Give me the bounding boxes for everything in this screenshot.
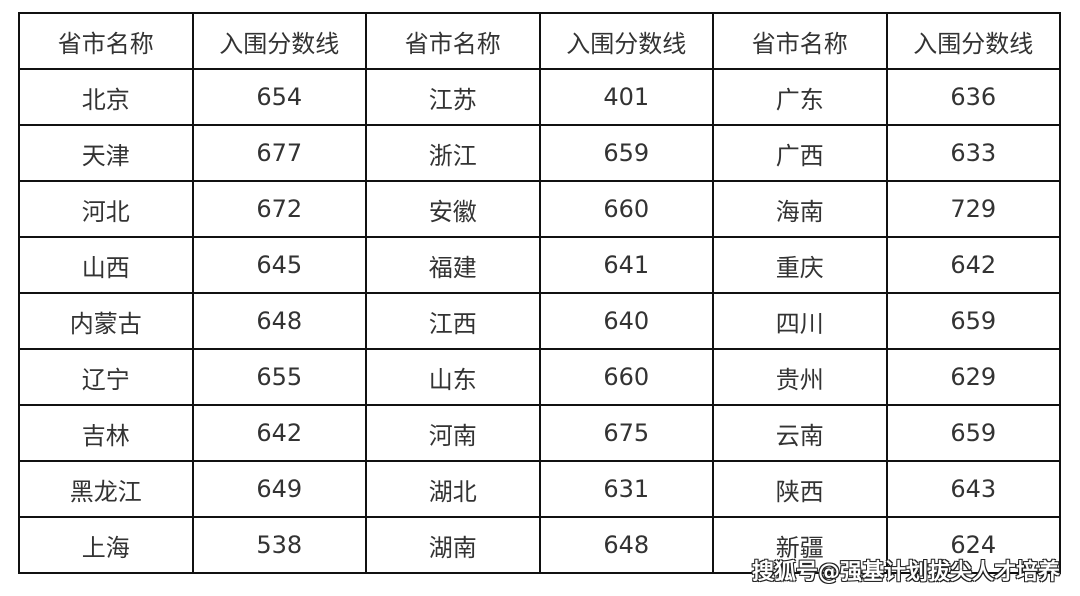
province-cell: 山东 xyxy=(365,348,541,406)
score-cell: 636 xyxy=(885,68,1061,126)
province-cell: 浙江 xyxy=(365,124,541,182)
score-cell: 648 xyxy=(538,516,714,574)
score-cell: 645 xyxy=(191,236,367,294)
table-row: 天津 677 浙江 659 广西 633 xyxy=(18,124,1061,182)
score-cell: 649 xyxy=(191,460,367,518)
score-cell: 629 xyxy=(885,348,1061,406)
score-cell: 677 xyxy=(191,124,367,182)
table-row: 吉林 642 河南 675 云南 659 xyxy=(18,404,1061,462)
score-cell: 640 xyxy=(538,292,714,350)
score-cell: 641 xyxy=(538,236,714,294)
score-cell: 655 xyxy=(191,348,367,406)
header-province: 省市名称 xyxy=(712,12,888,70)
table-row: 辽宁 655 山东 660 贵州 629 xyxy=(18,348,1061,406)
score-cell: 642 xyxy=(885,236,1061,294)
province-cell: 海南 xyxy=(712,180,888,238)
province-cell: 福建 xyxy=(365,236,541,294)
score-cell: 401 xyxy=(538,68,714,126)
score-cell: 643 xyxy=(885,460,1061,518)
header-province: 省市名称 xyxy=(365,12,541,70)
province-cell: 湖北 xyxy=(365,460,541,518)
score-cell: 642 xyxy=(191,404,367,462)
province-cell: 陕西 xyxy=(712,460,888,518)
province-cell: 安徽 xyxy=(365,180,541,238)
province-cell: 河北 xyxy=(18,180,194,238)
score-cell: 660 xyxy=(538,348,714,406)
score-cell: 659 xyxy=(885,292,1061,350)
score-cell: 624 xyxy=(885,516,1061,574)
province-cell: 天津 xyxy=(18,124,194,182)
score-cell: 633 xyxy=(885,124,1061,182)
province-cell: 云南 xyxy=(712,404,888,462)
province-cell: 内蒙古 xyxy=(18,292,194,350)
score-cell: 538 xyxy=(191,516,367,574)
province-cell: 重庆 xyxy=(712,236,888,294)
province-cell: 江苏 xyxy=(365,68,541,126)
header-province: 省市名称 xyxy=(18,12,194,70)
header-score: 入围分数线 xyxy=(538,12,714,70)
province-cell: 河南 xyxy=(365,404,541,462)
score-cell: 729 xyxy=(885,180,1061,238)
score-cell: 672 xyxy=(191,180,367,238)
province-cell: 广西 xyxy=(712,124,888,182)
score-cell: 648 xyxy=(191,292,367,350)
province-cell: 上海 xyxy=(18,516,194,574)
table-row: 内蒙古 648 江西 640 四川 659 xyxy=(18,292,1061,350)
table-body: 北京 654 江苏 401 广东 636 天津 677 浙江 659 广西 633 河北 672 安徽 660… xyxy=(18,68,1061,574)
table-row: 河北 672 安徽 660 海南 729 xyxy=(18,180,1061,238)
watermark: 搜狐号@强基计划拔尖人才培养 xyxy=(751,560,1060,585)
score-cell: 675 xyxy=(538,404,714,462)
score-cell: 659 xyxy=(885,404,1061,462)
header-score: 入围分数线 xyxy=(885,12,1061,70)
score-table: 省市名称 入围分数线 省市名称 入围分数线 省市名称 入围分数线 北京 654 江苏 401 广东… xyxy=(18,12,1061,574)
score-cell: 660 xyxy=(538,180,714,238)
province-cell: 辽宁 xyxy=(18,348,194,406)
province-cell: 江西 xyxy=(365,292,541,350)
province-cell: 湖南 xyxy=(365,516,541,574)
table-row: 北京 654 江苏 401 广东 636 xyxy=(18,68,1061,126)
province-cell: 四川 xyxy=(712,292,888,350)
province-cell: 贵州 xyxy=(712,348,888,406)
score-cell: 654 xyxy=(191,68,367,126)
province-cell: 北京 xyxy=(18,68,194,126)
table-row: 上海 538 湖南 648 新疆 624 xyxy=(18,516,1061,574)
province-cell: 广东 xyxy=(712,68,888,126)
province-cell: 黑龙江 xyxy=(18,460,194,518)
table-row: 山西 645 福建 641 重庆 642 xyxy=(18,236,1061,294)
province-cell: 吉林 xyxy=(18,404,194,462)
header-score: 入围分数线 xyxy=(191,12,367,70)
score-cell: 659 xyxy=(538,124,714,182)
table-row: 黑龙江 649 湖北 631 陕西 643 xyxy=(18,460,1061,518)
province-cell: 新疆 xyxy=(712,516,888,574)
table-header-row: 省市名称 入围分数线 省市名称 入围分数线 省市名称 入围分数线 xyxy=(18,12,1061,70)
score-cell: 631 xyxy=(538,460,714,518)
province-cell: 山西 xyxy=(18,236,194,294)
